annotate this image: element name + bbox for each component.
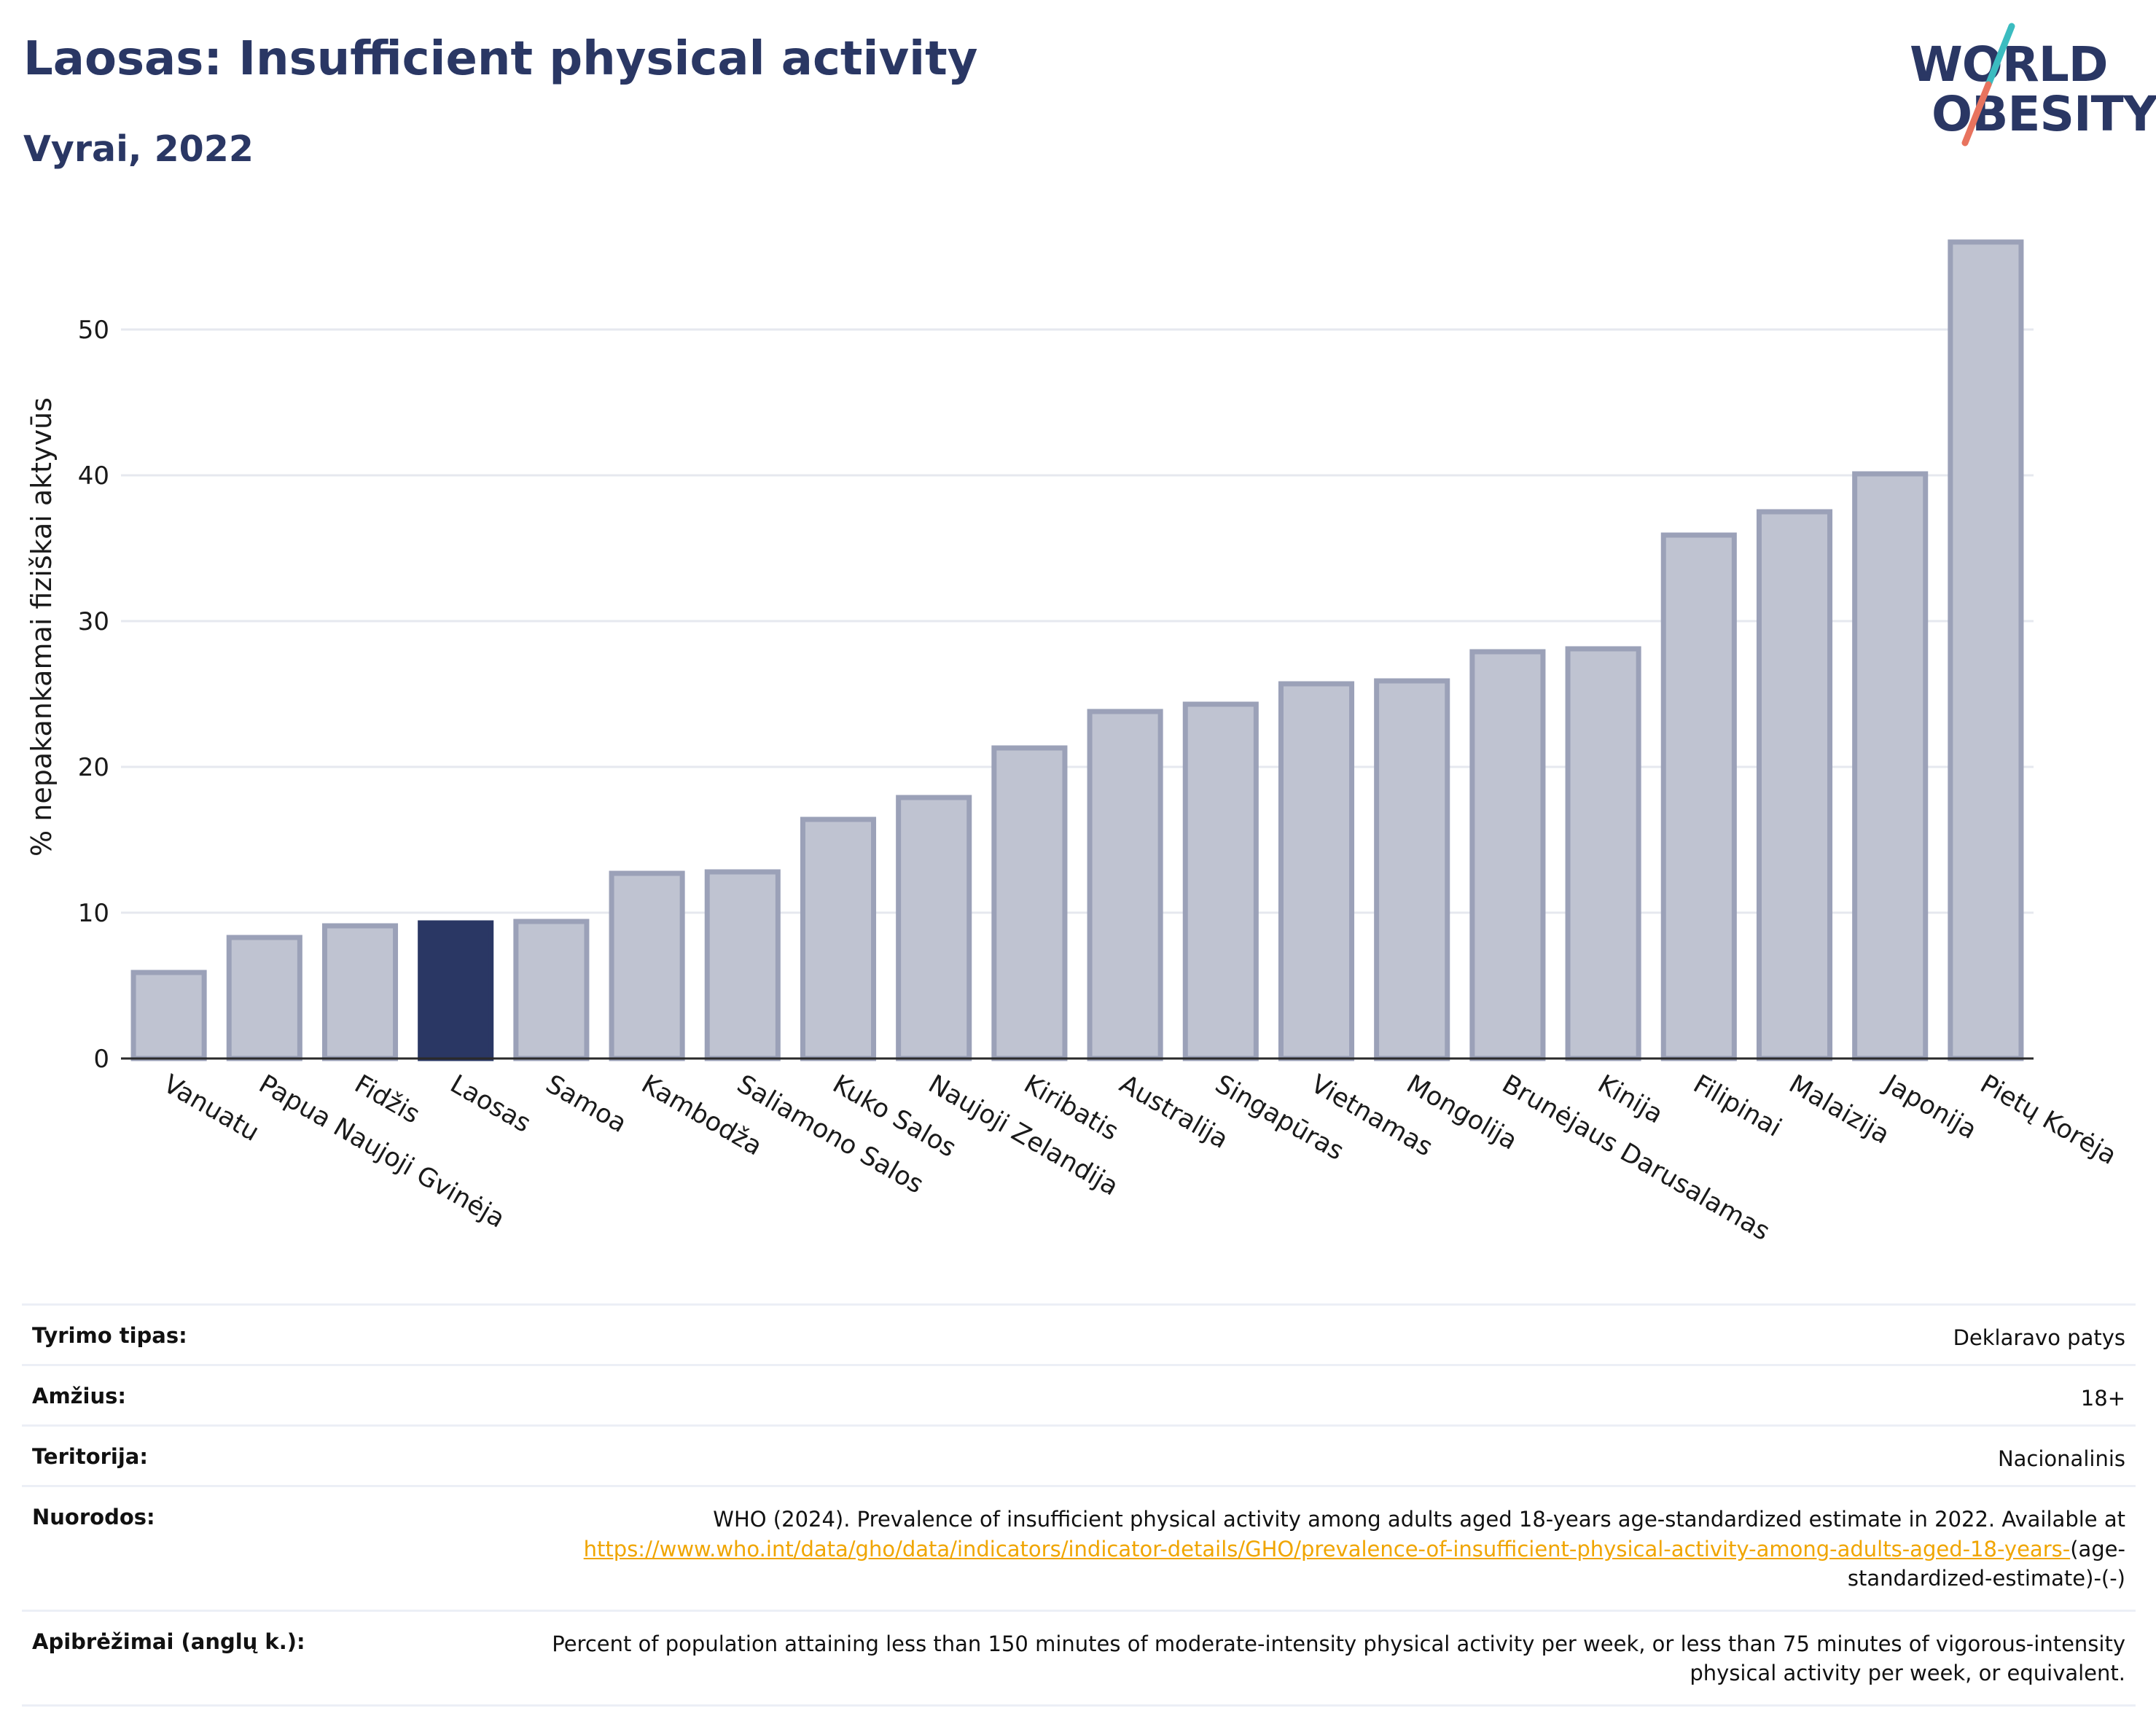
y-tick-label: 20: [78, 753, 109, 782]
x-tick-label: Samoa: [541, 1069, 631, 1139]
bar-highlighted: [418, 920, 494, 1061]
x-tick-label: Fidžis: [350, 1069, 425, 1130]
chart-subtitle: Vyrai, 2022: [23, 128, 254, 170]
references-text: WHO (2024). Prevalence of insufficient p…: [713, 1507, 2125, 1532]
logo-text-world: WORLD: [1910, 36, 2109, 93]
x-tick-label: Japonija: [1878, 1069, 1982, 1145]
info-row-survey-type: Tyrimo tipas: Deklaravo patys: [22, 1303, 2136, 1364]
info-label: Apibrėžimai (anglų k.):: [32, 1629, 305, 1654]
references-value: WHO (2024). Prevalence of insufficient p…: [536, 1505, 2125, 1594]
x-tick-label: Kinija: [1593, 1069, 1668, 1130]
bar: [1756, 509, 1833, 1061]
bar: [1182, 701, 1259, 1061]
bar: [1374, 678, 1450, 1061]
info-label: Teritorija:: [32, 1444, 148, 1469]
x-tick-label: Pietų Korėja: [1975, 1069, 2121, 1171]
bar: [1948, 239, 2024, 1061]
references-suffix: (age-standardized-estimate)-(-): [1847, 1536, 2125, 1591]
bar: [513, 919, 590, 1061]
info-row-age: Amžius: 18+: [22, 1364, 2136, 1424]
chart-title: Laosas: Insufficient physical activity: [23, 32, 978, 86]
x-tick-label: Australija: [1114, 1069, 1233, 1155]
bar: [800, 816, 877, 1061]
info-value: Deklaravo patys: [1953, 1325, 2125, 1350]
bar: [609, 870, 685, 1061]
bar: [704, 869, 781, 1061]
x-tick-label: Malaizija: [1784, 1069, 1894, 1150]
y-tick-label: 50: [78, 316, 109, 345]
bar: [226, 935, 302, 1061]
info-value: Nacionalinis: [1997, 1446, 2125, 1471]
x-tick-label: Vanuatu: [158, 1069, 264, 1147]
bar: [1565, 646, 1641, 1061]
bar: [896, 795, 972, 1061]
y-tick-label: 40: [78, 461, 109, 491]
info-row-references: Nuorodos: WHO (2024). Prevalence of insu…: [22, 1485, 2136, 1610]
definitions-value: Percent of population attaining less tha…: [552, 1631, 2125, 1686]
bar: [991, 745, 1068, 1061]
y-axis-title: % nepakankamai fiziškai aktyvūs: [26, 397, 58, 857]
bar: [1469, 649, 1546, 1061]
x-tick-label: Filipinai: [1688, 1069, 1786, 1143]
world-obesity-logo: WORLD OBESITY: [1902, 20, 2156, 152]
y-tick-label: 30: [78, 607, 109, 636]
y-tick-label: 0: [93, 1045, 109, 1074]
info-row-definitions: Apibrėžimai (anglų k.): Percent of popul…: [22, 1609, 2136, 1707]
bar: [130, 970, 207, 1061]
info-label: Nuorodos:: [32, 1505, 155, 1529]
bar: [1852, 471, 1929, 1061]
logo-slash-icon: [1961, 23, 2015, 147]
references-link[interactable]: https://www.who.int/data/gho/data/indica…: [583, 1536, 2071, 1562]
bar: [1660, 532, 1737, 1061]
bar: [321, 923, 399, 1061]
info-label: Tyrimo tipas:: [32, 1323, 187, 1348]
x-tick-label: Laosas: [445, 1069, 536, 1139]
info-label: Amžius:: [32, 1384, 126, 1408]
info-table: Tyrimo tipas: Deklaravo patys Amžius: 18…: [22, 1303, 2136, 1707]
info-row-territory: Teritorija: Nacionalinis: [22, 1424, 2136, 1485]
y-tick-label: 10: [78, 899, 109, 928]
bar: [1087, 709, 1163, 1061]
info-value: 18+: [2080, 1386, 2125, 1411]
bar: [1278, 681, 1355, 1061]
